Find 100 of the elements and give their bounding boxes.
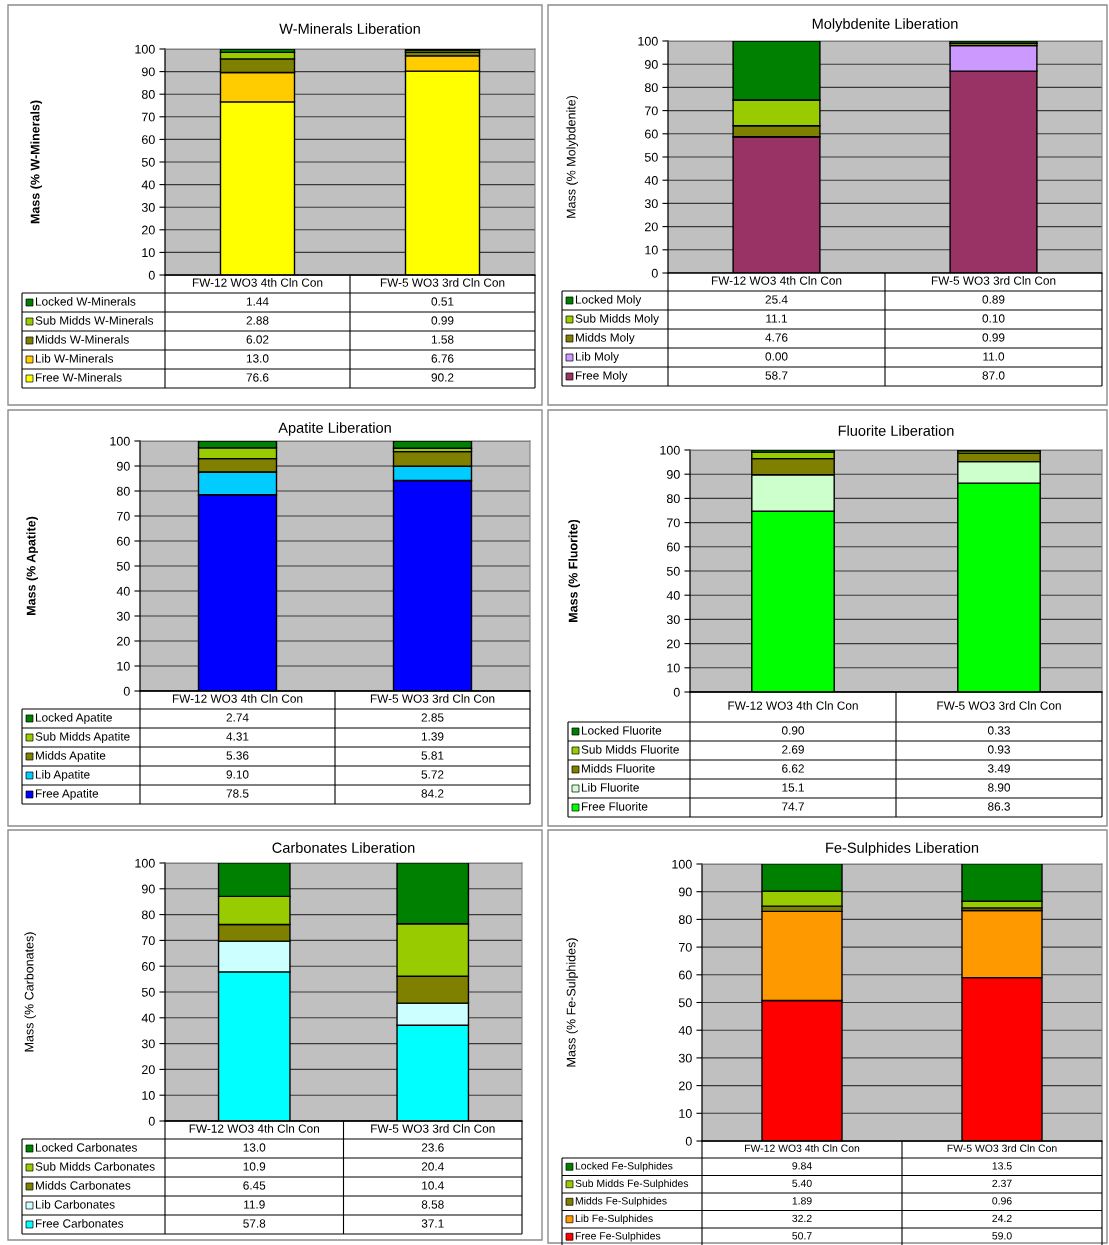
y-tick-label: 10 (142, 1091, 155, 1100)
y-tick-label: 90 (141, 67, 155, 77)
x-tick-label: FW-12 WO3 4th Cln Con (711, 276, 842, 285)
data-label: 23.6 (421, 1143, 444, 1152)
data-label: 37.1 (421, 1219, 444, 1228)
legend-label: Sub Midds Fe-Sulphides (575, 1179, 689, 1190)
data-label: 11.9 (244, 1200, 265, 1209)
x-tick-label: FW-5 WO3 3rd Cln Con (947, 1144, 1057, 1152)
y-tick-label: 70 (667, 518, 680, 528)
legend-label: Sub Midds W-Minerals (35, 316, 154, 325)
y-tick-label: 90 (141, 884, 155, 894)
data-label: 2.74 (226, 713, 249, 722)
legend-label: Lib Moly (575, 352, 619, 363)
legend-label: Locked W-Minerals (35, 297, 136, 306)
data-label: 2.37 (992, 1179, 1012, 1188)
y-tick-label: 10 (117, 661, 130, 671)
y-tick-label: 20 (667, 639, 680, 649)
data-label: 0.99 (982, 333, 1005, 342)
y-tick-label: 90 (116, 461, 130, 471)
y-tick-label: 30 (116, 611, 130, 621)
data-label: 9.10 (226, 770, 249, 779)
chart-title: Molybdenite Liberation (812, 18, 958, 32)
data-label: 2.85 (421, 713, 444, 722)
y-tick-label: 40 (678, 1026, 692, 1035)
data-label: 84.2 (421, 789, 444, 798)
y-tick-label: 80 (116, 486, 130, 496)
y-tick-label: 20 (645, 222, 658, 232)
chart-title: W-Minerals Liberation (279, 23, 420, 34)
legend-label: Lib Fe-Sulphides (575, 1214, 653, 1225)
y-tick-label: 40 (141, 180, 155, 190)
legend-label: Sub Midds Moly (575, 314, 659, 325)
y-axis-title: Mass (% Apatite) (26, 516, 38, 615)
legend-label: Locked Carbonates (35, 1143, 137, 1152)
data-label: 90.2 (431, 373, 454, 382)
legend-label: Midds Fe-Sulphides (575, 1196, 667, 1207)
legend-label: Midds Carbonates (35, 1181, 131, 1190)
y-tick-label: 10 (142, 248, 155, 258)
y-tick-label: 40 (644, 176, 658, 185)
data-label: 13.0 (243, 1143, 266, 1152)
data-label: 59.0 (992, 1232, 1012, 1240)
y-tick-label: 20 (679, 1081, 692, 1091)
y-tick-label: 30 (141, 203, 155, 212)
data-label: 58.7 (765, 371, 788, 380)
y-tick-label: 30 (141, 1039, 155, 1049)
data-label: 2.88 (246, 316, 269, 325)
legend-label: Midds Apatite (35, 751, 106, 762)
y-tick-label: 90 (666, 470, 680, 479)
y-tick-label: 10 (645, 245, 658, 255)
data-label: 4.31 (226, 732, 249, 741)
y-tick-label: 60 (117, 536, 130, 546)
y-tick-label: 30 (678, 1053, 692, 1063)
y-tick-label: 100 (135, 44, 155, 54)
data-label: 76.6 (246, 373, 269, 382)
x-tick-label: FW-12 WO3 4th Cln Con (192, 278, 323, 287)
y-tick-label: 60 (645, 129, 658, 139)
x-tick-label: FW-12 WO3 4th Cln Con (745, 1144, 860, 1152)
y-tick-label: 20 (142, 225, 155, 235)
legend-label: Lib Fluorite (581, 783, 639, 792)
y-tick-label: 0 (673, 687, 680, 697)
chart-title: Fluorite Liberation (838, 425, 954, 436)
x-tick-label: FW-5 WO3 3rd Cln Con (931, 276, 1056, 285)
y-tick-label: 90 (644, 60, 658, 69)
data-label: 24.2 (992, 1214, 1012, 1222)
y-tick-label: 50 (644, 152, 658, 162)
legend-label: Lib W-Minerals (35, 354, 114, 363)
data-label: 0.89 (982, 295, 1005, 304)
y-axis-title: Mass (% Carbonates) (24, 932, 36, 1052)
y-tick-label: 20 (117, 636, 130, 646)
data-label: 9.84 (792, 1162, 812, 1170)
chart-title: Carbonates Liberation (272, 842, 415, 853)
legend-label: Lib Carbonates (35, 1200, 115, 1209)
y-tick-label: 60 (667, 542, 680, 552)
legend-label: Midds Moly (575, 333, 635, 344)
y-tick-label: 80 (678, 915, 692, 925)
data-label: 15.1 (782, 783, 804, 792)
legend-label: Locked Moly (575, 295, 642, 306)
y-tick-label: 100 (638, 36, 658, 46)
data-label: 11.0 (983, 352, 1005, 361)
data-label: 1.58 (431, 335, 454, 344)
data-label: 25.4 (765, 295, 788, 304)
data-label: 13.5 (992, 1162, 1012, 1170)
legend-label: Free W-Minerals (35, 373, 122, 382)
data-label: 10.4 (422, 1181, 444, 1190)
data-label: 5.81 (421, 751, 444, 760)
data-label: 6.62 (782, 764, 804, 773)
x-tick-label: FW-5 WO3 3rd Cln Con (937, 701, 1061, 710)
y-tick-label: 50 (141, 987, 155, 997)
legend-label: Lib Apatite (35, 770, 90, 781)
y-tick-label: 70 (679, 942, 692, 952)
y-tick-label: 20 (142, 1065, 155, 1075)
chart-title: Apatite Liberation (278, 422, 391, 436)
x-tick-label: FW-12 WO3 4th Cln Con (172, 694, 303, 703)
y-tick-label: 0 (123, 686, 130, 696)
data-label: 8.58 (421, 1200, 444, 1209)
legend-label: Free Fluorite (581, 802, 648, 811)
legend-label: Free Carbonates (35, 1219, 124, 1228)
data-label: 1.89 (792, 1197, 812, 1205)
data-label: 11.1 (766, 314, 787, 323)
data-label: 5.40 (792, 1179, 812, 1188)
data-label: 0.51 (431, 297, 454, 306)
